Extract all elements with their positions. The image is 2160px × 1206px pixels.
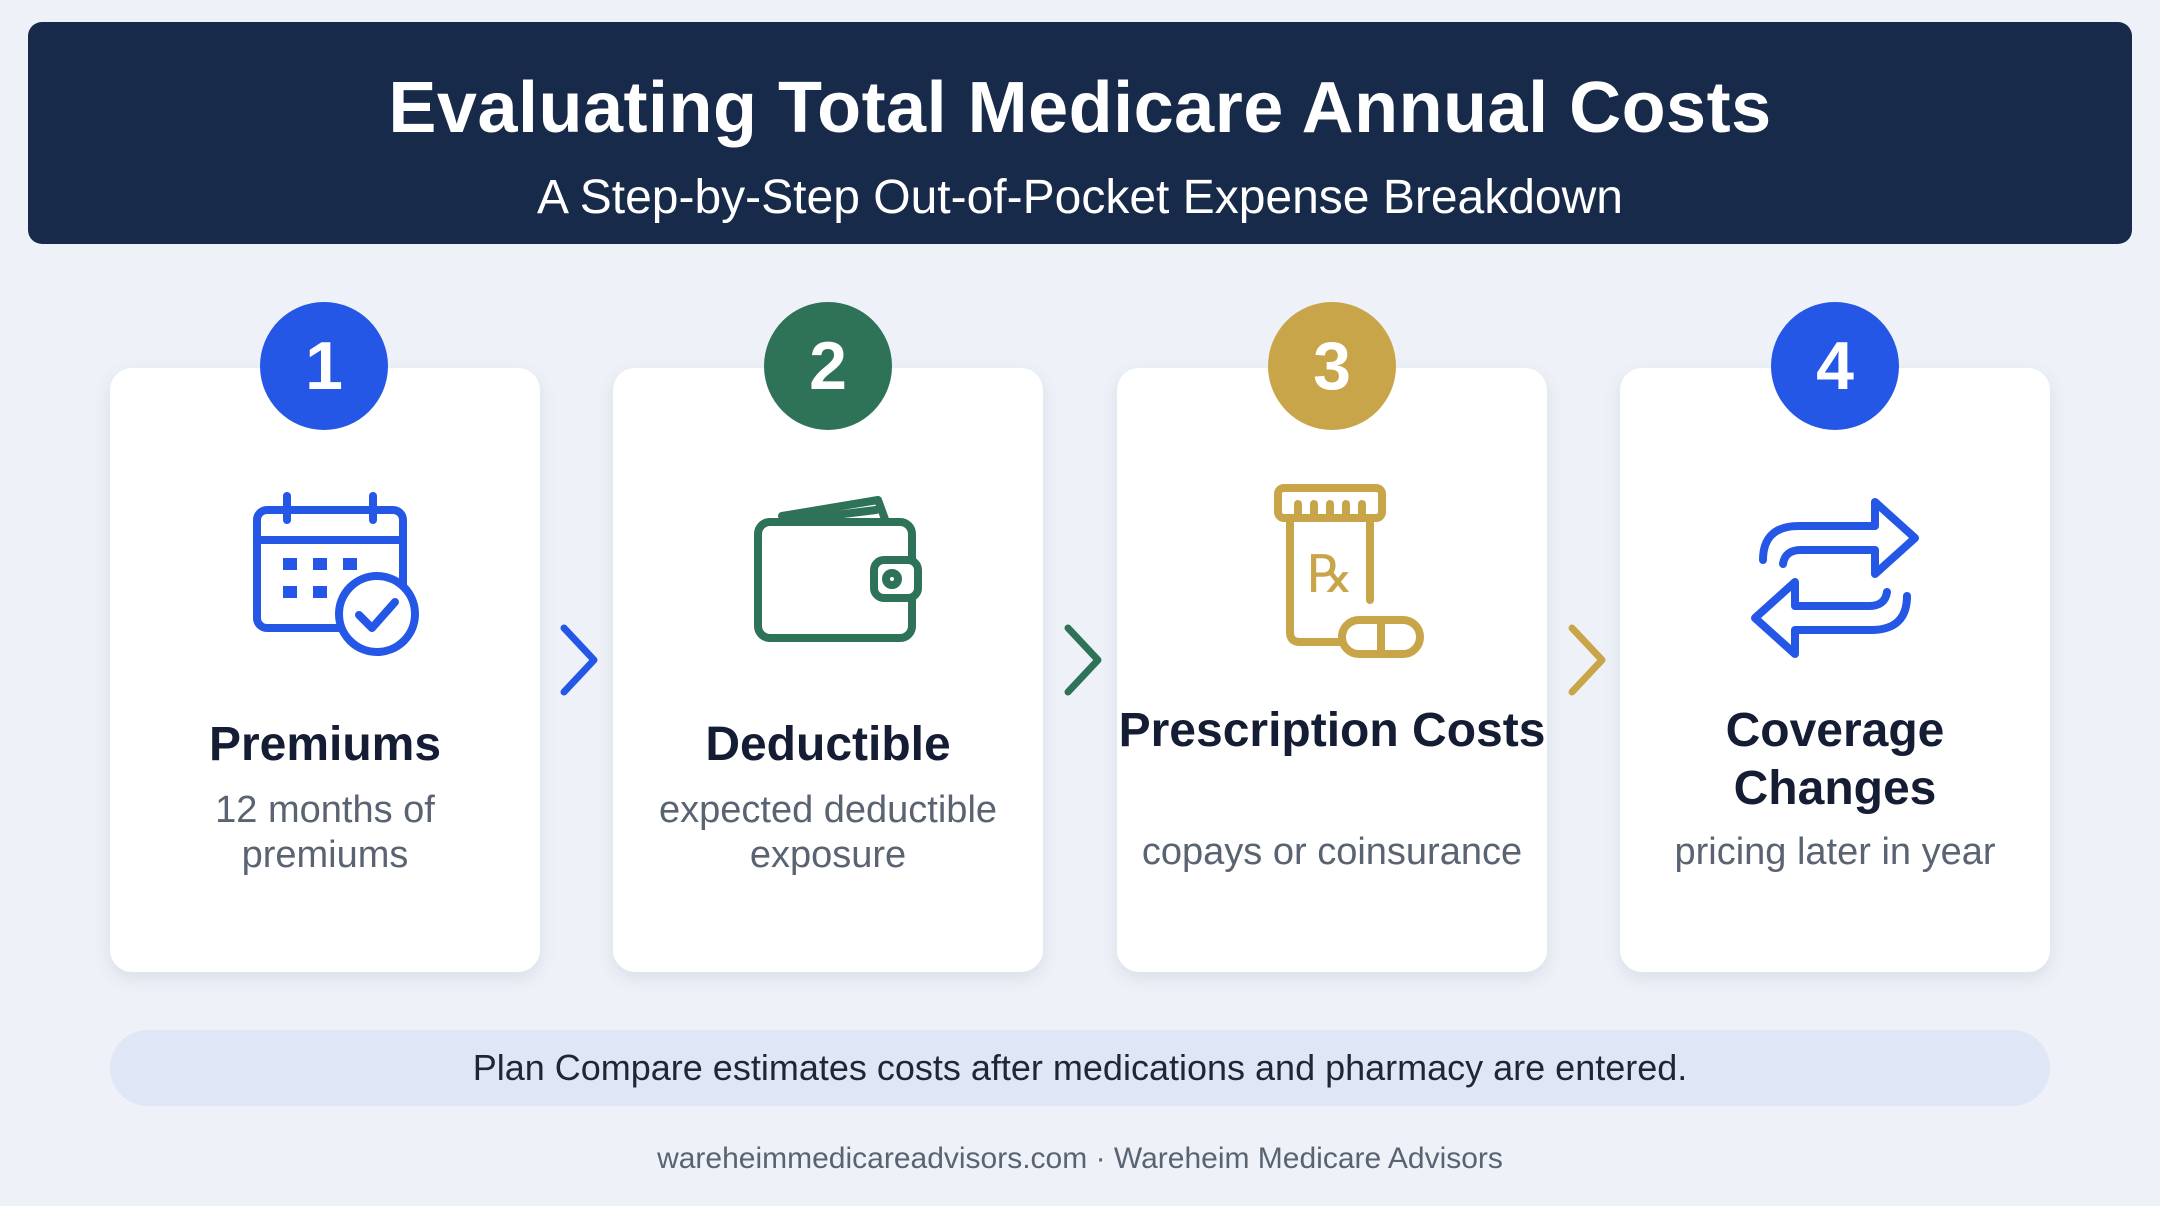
step-title: Coverage Changes [1725, 704, 1945, 815]
note-banner: Plan Compare estimates costs after medic… [110, 1030, 2050, 1106]
page-subtitle: A Step-by-Step Out-of-Pocket Expense Bre… [537, 171, 1623, 224]
exchange-arrows-icon [1620, 480, 2050, 680]
step-card-coverage-changes: Coverage Changes pricing later in year [1620, 368, 2050, 972]
step-number-badge: 2 [764, 302, 892, 430]
footer-credit: wareheimmedicareadvisors.com · Wareheim … [657, 1142, 1503, 1175]
step-description: expected deductible exposure [658, 789, 998, 876]
chevron-right-icon [1064, 624, 1102, 696]
step-number-badge: 1 [260, 302, 388, 430]
step-title: Premiums [208, 718, 442, 771]
chevron-right-icon [1568, 624, 1606, 696]
calendar-check-icon [110, 480, 540, 680]
step-number-badge: 4 [1771, 302, 1899, 430]
step-description: copays or coinsurance [1141, 831, 1523, 873]
step-number-badge: 3 [1268, 302, 1396, 430]
step-card-premiums: Premiums 12 months of premiums [110, 368, 540, 972]
step-title: Prescription Costs [1118, 704, 1546, 757]
prescription-bottle-icon: ℞ [1117, 480, 1547, 680]
page-title: Evaluating Total Medicare Annual Costs [388, 68, 1772, 148]
step-card-deductible: Deductible expected deductible exposure [613, 368, 1043, 972]
step-card-prescription-costs: ℞ Prescription Costs copays or coinsuran… [1117, 368, 1547, 972]
step-description: 12 months of premiums [215, 789, 435, 876]
svg-text:℞: ℞ [1307, 545, 1354, 605]
chevron-right-icon [560, 624, 598, 696]
header-banner: Evaluating Total Medicare Annual Costs A… [28, 22, 2132, 244]
step-title: Deductible [705, 718, 951, 771]
step-description: pricing later in year [1674, 831, 1996, 873]
wallet-icon [613, 480, 1043, 680]
